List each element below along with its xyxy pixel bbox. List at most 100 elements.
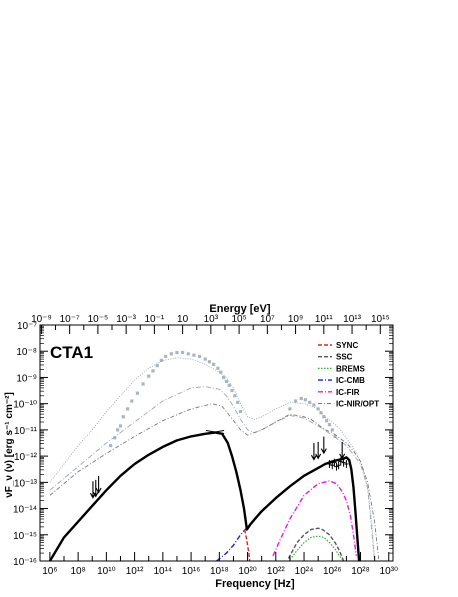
legend-label-brems: BREMS [336, 364, 366, 373]
gray-data-point [207, 360, 212, 364]
top-tick-label: 10⁻¹ [145, 314, 165, 325]
gray-data-point [141, 382, 145, 386]
x-tick-label: 10³⁰ [380, 566, 398, 577]
y-tick-label: 10⁻⁹ [16, 373, 37, 384]
x-tick-label: 10⁸ [70, 566, 85, 577]
y-tick-label: 10⁻¹² [14, 452, 38, 463]
x-tick-label: 10²⁸ [351, 566, 370, 577]
top-tick-label: 10¹¹ [315, 314, 333, 325]
legend: SYNC SSC BREMS IC-CMB IC-FIR IC-NIR/OPT [318, 341, 379, 409]
xray-bowtie [206, 430, 225, 435]
top-tick-label: 10⁷ [260, 314, 275, 325]
vhe-data-point [344, 459, 349, 468]
x-tick-label: 10¹⁶ [182, 566, 201, 577]
y-tick-label: 10⁻¹⁶ [13, 557, 37, 568]
x-axis-title: Frequency [Hz] [215, 578, 295, 590]
series-line-upper-envelope [49, 357, 376, 561]
gray-data-point [125, 407, 130, 411]
y-tick-label: 10⁻¹⁵ [13, 531, 37, 542]
legend-label-ssc: SSC [336, 353, 353, 362]
top-tick-label: 10¹³ [343, 314, 361, 325]
top-tick-label: 10⁵ [231, 314, 246, 325]
gray-data-point [169, 352, 173, 356]
gray-data-point [203, 357, 207, 361]
gray-data-point [233, 394, 237, 398]
chart-title: CTA1 [50, 343, 93, 362]
upper-limit-arrow [320, 436, 327, 455]
top-axis-title: Energy [eV] [209, 303, 270, 315]
gray-data-point [197, 354, 202, 359]
top-tick-label: 10⁻⁹ [31, 314, 52, 325]
gray-data-point [212, 362, 216, 366]
x-tick-label: 10¹⁸ [210, 566, 229, 577]
gray-data-point [312, 403, 316, 407]
y-tick-label: 10⁻¹¹ [14, 426, 38, 437]
vhe-data-point [336, 461, 341, 470]
gray-data-point [221, 375, 226, 380]
x-tick-label: 10¹² [126, 566, 144, 577]
top-tick-label: 10⁻³ [116, 314, 136, 325]
vhe-data-point [327, 459, 332, 468]
y-tick-label: 10⁻⁷ [17, 321, 37, 332]
gray-data-point [135, 391, 140, 395]
legend-label-sync: SYNC [336, 341, 358, 350]
plot-frame [39, 324, 394, 562]
gray-data-point [116, 428, 120, 432]
series-line-sync [244, 529, 251, 561]
gray-data-point [227, 383, 231, 387]
top-tick-label: 10³ [204, 314, 219, 325]
gray-data-point [299, 396, 303, 401]
gray-data-point [164, 354, 168, 359]
y-axis-title: νF_ν (ν) [erg s⁻¹ cm⁻²] [4, 392, 15, 498]
series-line-ic-nir-opt [49, 403, 380, 561]
gray-data-point [327, 423, 332, 427]
gray-data-point [308, 400, 312, 404]
y-tick-label: 10⁻⁸ [16, 347, 37, 358]
gray-data-point [130, 399, 134, 403]
top-tick-label: 10⁹ [288, 314, 303, 325]
upper-limit-arrow [339, 441, 346, 460]
gray-data-point [216, 366, 220, 370]
x-tick-label: 10¹⁴ [153, 566, 172, 577]
series-line-middle-envelope [49, 386, 376, 561]
legend-label-ic-fir: IC-FIR [336, 388, 360, 397]
vhe-data-point [338, 457, 343, 466]
gray-data-point [181, 350, 185, 355]
gray-data-point [147, 374, 151, 378]
gray-data-point [118, 424, 123, 428]
gray-data-point [186, 352, 190, 356]
gray-data-point [319, 411, 323, 415]
upper-limit-arrow [95, 475, 102, 494]
gray-data-point [325, 419, 329, 423]
vhe-data-point [332, 458, 337, 467]
gray-data-point [236, 400, 240, 404]
x-tick-label: 10²⁶ [323, 566, 342, 577]
gray-data-point [230, 388, 234, 393]
gray-data-point [219, 370, 223, 374]
axes: 10⁻¹⁶10⁻¹⁵10⁻¹⁴10⁻¹³10⁻¹²10⁻¹¹10⁻¹⁰10⁻⁹1… [13, 314, 398, 577]
gray-data-point [224, 379, 228, 383]
x-tick-label: 10²⁴ [295, 566, 314, 577]
legend-label-ic-nir-opt: IC-NIR/OPT [336, 400, 379, 409]
gray-data-point [316, 407, 320, 411]
top-tick-label: 10 [177, 314, 189, 325]
gray-data-point [303, 398, 308, 402]
gray-data-point [121, 415, 125, 419]
gray-data-point [159, 358, 164, 362]
gray-data-point [288, 407, 292, 411]
top-tick-label: 10⁻⁷ [60, 314, 80, 325]
top-tick-label: 10⁻⁵ [88, 314, 109, 325]
legend-label-ic-cmb: IC-CMB [336, 376, 365, 385]
upper-limit-arrow [92, 479, 99, 498]
gray-data-point [333, 434, 337, 439]
gray-data-point [113, 436, 117, 440]
upper-limit-arrow [310, 443, 317, 461]
gray-data-point [322, 415, 326, 419]
vhe-data-point [330, 461, 335, 470]
y-tick-label: 10⁻¹⁴ [13, 505, 37, 516]
y-tick-label: 10⁻¹⁰ [13, 400, 37, 411]
gray-data-point [238, 409, 243, 414]
upper-limit-arrow [315, 441, 322, 460]
